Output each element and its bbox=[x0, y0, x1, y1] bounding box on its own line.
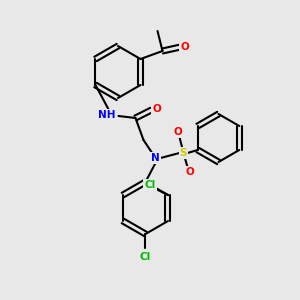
Text: Cl: Cl bbox=[140, 252, 151, 262]
Text: O: O bbox=[173, 127, 182, 137]
Text: O: O bbox=[185, 167, 194, 177]
Text: O: O bbox=[152, 104, 161, 114]
Text: S: S bbox=[180, 148, 187, 158]
Text: NH: NH bbox=[98, 110, 115, 120]
Text: N: N bbox=[151, 153, 160, 163]
Text: O: O bbox=[180, 42, 189, 52]
Text: Cl: Cl bbox=[144, 180, 156, 190]
